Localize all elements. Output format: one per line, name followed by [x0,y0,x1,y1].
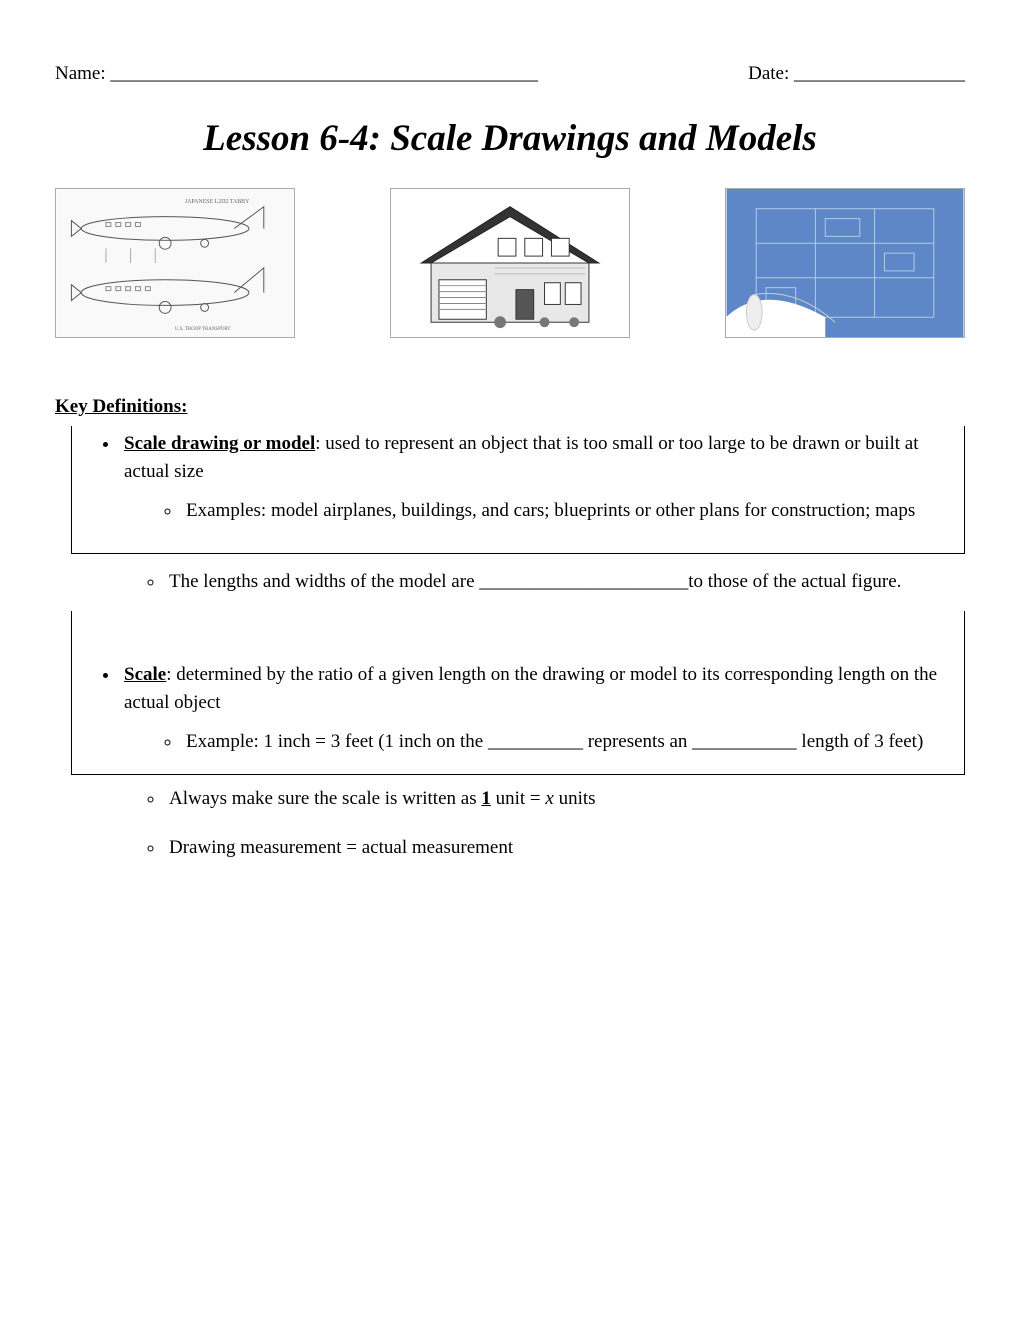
def2-example: Example: 1 inch = 3 feet (1 inch on the … [182,728,964,757]
def2-unit-rule: Always make sure the scale is written as… [165,785,965,814]
definition-scale: Scale: determined by the ratio of a give… [120,661,964,757]
def2-sub2c: units [554,788,596,809]
def2-measurement: Drawing measurement = actual measurement [165,834,965,863]
term-scale: Scale [124,664,166,685]
def2-x: x [545,788,553,809]
date-field: Date: __________________ [748,60,965,89]
def2-one: 1 [481,788,491,809]
header-row: Name: __________________________________… [55,60,965,89]
svg-text:JAPANESE L2D2 TABBY: JAPANESE L2D2 TABBY [185,199,250,205]
definition-box-1: Scale drawing or model: used to represen… [71,426,965,555]
section-heading: Key Definitions: [55,393,965,422]
images-row: JAPANESE L2D2 TABBY U.S. TROOP TRANSPORT [55,188,965,338]
definition-box-2: Scale: determined by the ratio of a give… [71,611,965,776]
def2-sub2a: Always make sure the scale is written as [169,788,481,809]
term-scale-drawing: Scale drawing or model [124,433,315,454]
airplane-diagram-image: JAPANESE L2D2 TABBY U.S. TROOP TRANSPORT [55,188,295,338]
house-drawing-image [390,188,630,338]
def1-proportional: The lengths and widths of the model are … [165,568,965,597]
svg-text:U.S. TROOP TRANSPORT: U.S. TROOP TRANSPORT [175,327,230,332]
page-title: Lesson 6-4: Scale Drawings and Models [55,111,965,167]
def2-sub2b: unit = [491,788,546,809]
name-field: Name: __________________________________… [55,60,538,89]
def1-examples: Examples: model airplanes, buildings, an… [182,497,964,526]
definition-scale-drawing: Scale drawing or model: used to represen… [120,430,964,526]
blueprint-image [725,188,965,338]
def2-text: : determined by the ratio of a given len… [124,664,937,714]
